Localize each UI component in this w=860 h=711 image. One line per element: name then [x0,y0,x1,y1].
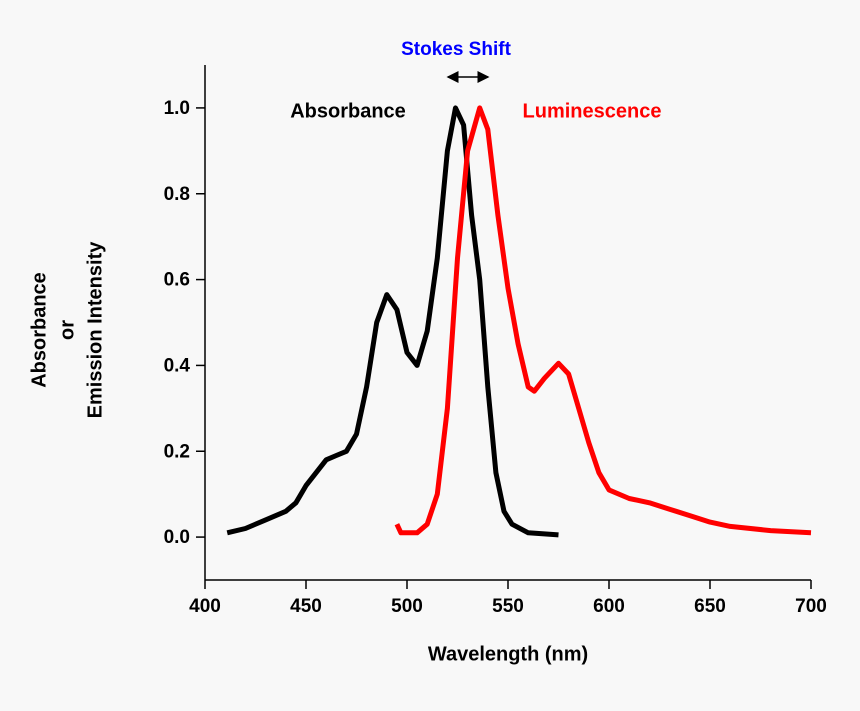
annotation: Stokes Shift [401,39,511,60]
series-label: Absorbance [290,100,406,122]
y-tick-label: 1.0 [164,98,190,119]
y-axis-title-line: Emission Intensity [84,241,106,419]
y-tick-label: 0.2 [164,441,190,462]
x-tick-label: 650 [694,596,726,617]
series-line [226,105,559,538]
y-axis-title: Absorbance or Emission Intensity [28,241,106,419]
y-axis-title-line: Absorbance [28,272,50,388]
x-tick-label: 450 [290,596,322,617]
x-tick-label: 500 [391,596,423,617]
x-axis-title: Wavelength (nm) [428,643,588,665]
x-tick-label: 600 [593,596,625,617]
y-tick-label: 0.0 [164,527,190,548]
series-label: Luminescence [523,100,662,122]
x-tick-label: 700 [795,596,827,617]
y-axis-title-line: or [56,320,78,340]
y-tick-label: 0.4 [164,355,191,376]
y-tick-label: 0.8 [164,184,190,205]
y-tick-label: 0.6 [164,270,190,291]
x-tick-label: 550 [492,596,524,617]
series-line [394,105,812,536]
x-tick-label: 400 [189,596,221,617]
